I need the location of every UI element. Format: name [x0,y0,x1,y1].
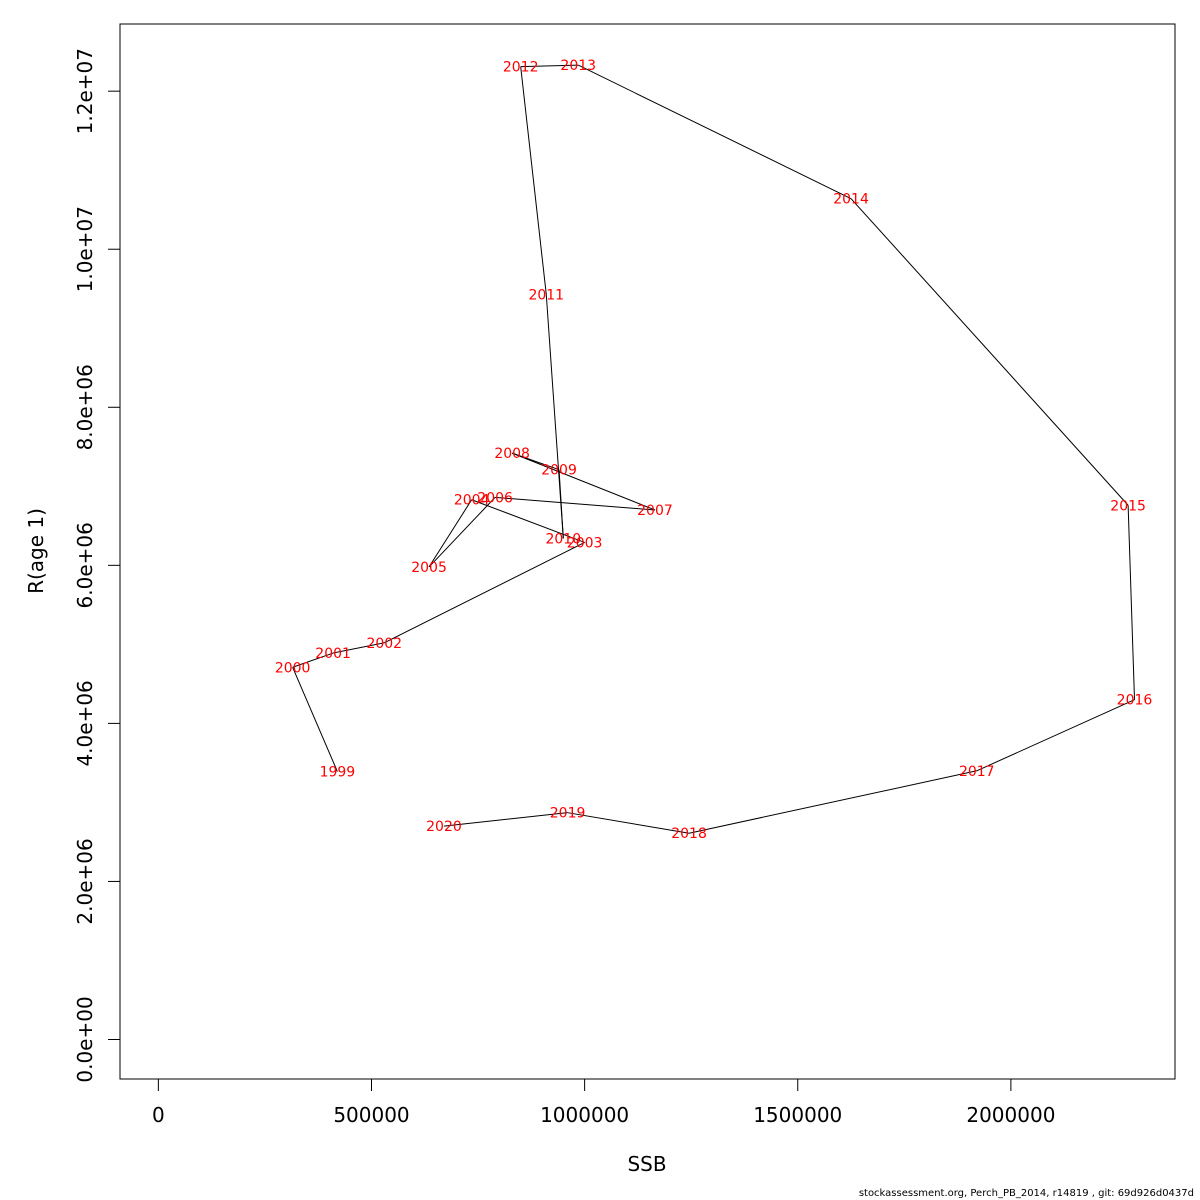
point-label: 2018 [671,826,707,842]
series-segment [443,812,568,827]
series-segment [292,667,338,772]
point-label: 2004 [454,493,490,509]
y-tick-label: 1.0e+07 [73,206,97,292]
point-label: 2011 [528,287,564,303]
y-tick-label: 4.0e+06 [73,680,97,766]
x-axis: 0 500000 1000000 1500000 2000000 [152,1078,1055,1127]
series-segment [428,497,496,568]
point-label: 2003 [567,535,603,551]
series-segment [578,64,852,200]
point-label: 1999 [320,765,356,781]
series-segment [688,770,977,834]
x-tick-label: 1000000 [540,1103,629,1127]
y-tick-label: 0.0e+00 [73,996,97,1082]
point-label: 2016 [1117,693,1153,709]
point-label: 2008 [494,446,530,462]
point-label: 2000 [275,660,311,676]
series-segment [520,66,547,295]
series-segment [1127,505,1136,700]
series-segment [520,64,579,68]
point-label: 2014 [833,192,869,208]
point-label: 2010 [545,531,581,547]
point-label: 2002 [366,636,402,652]
point-label: 2020 [426,819,462,835]
point-label: 2009 [541,463,577,479]
y-axis: 0.0e+00 2.0e+06 4.0e+06 6.0e+06 8.0e+06 1.0e+… [73,48,121,1083]
x-tick-label: 1500000 [753,1103,842,1127]
series-segment [292,652,334,668]
series-segment [428,499,473,568]
series-segment [567,812,690,834]
x-tick-label: 2000000 [966,1103,1055,1127]
series-segment [850,198,1129,506]
series-segment [511,452,560,471]
series-segment [976,699,1135,772]
series-segment [333,642,385,654]
x-tick-label: 0 [152,1103,165,1127]
series-segment [471,499,585,543]
point-label: 2017 [959,764,995,780]
series-segment [384,541,585,644]
point-label: 2015 [1110,498,1146,514]
point-label: 2006 [477,490,513,506]
series-segment [511,452,656,511]
y-tick-label: 6.0e+06 [73,522,97,608]
point-label: 2013 [560,58,596,74]
plot-frame [119,23,1176,1080]
series-segment [495,496,655,511]
point-label: 2012 [503,60,539,76]
point-label: 2001 [315,646,351,662]
y-tick-label: 8.0e+06 [73,364,97,450]
x-axis-title: SSB [627,1152,666,1176]
point-label: 2019 [550,806,586,822]
y-tick-label: 2.0e+06 [73,838,97,924]
footer-credit: stockassessment.org, Perch_PB_2014, r148… [858,1188,1194,1199]
y-axis-title: R(age 1) [24,508,48,594]
x-tick-label: 500000 [333,1103,409,1127]
series-segment [545,294,564,539]
point-label: 2005 [411,560,447,576]
point-label: 2007 [637,503,673,519]
y-tick-label: 1.2e+07 [73,48,97,134]
